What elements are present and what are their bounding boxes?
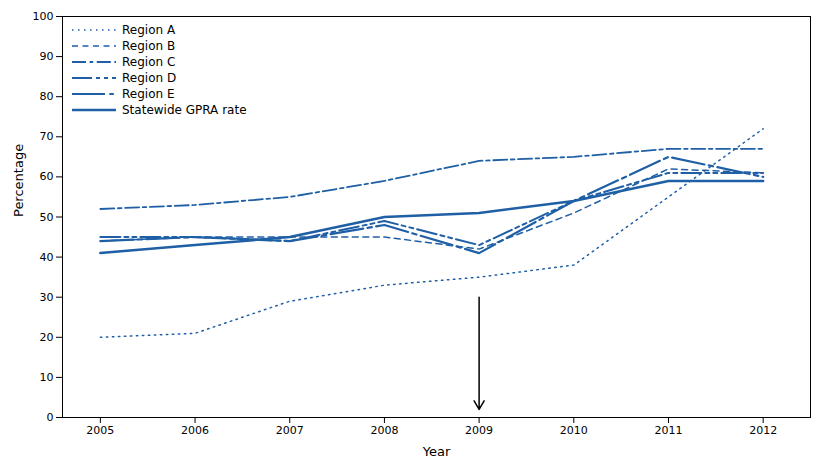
svg-text:80: 80 bbox=[40, 90, 54, 103]
svg-text:2011: 2011 bbox=[654, 424, 682, 437]
svg-text:Percentage: Percentage bbox=[11, 144, 26, 217]
svg-text:40: 40 bbox=[40, 251, 54, 264]
svg-text:30: 30 bbox=[40, 291, 54, 304]
svg-text:20: 20 bbox=[40, 331, 54, 344]
svg-text:2006: 2006 bbox=[181, 424, 209, 437]
svg-text:0: 0 bbox=[47, 411, 54, 424]
svg-text:2005: 2005 bbox=[86, 424, 114, 437]
svg-text:60: 60 bbox=[40, 170, 54, 183]
html-text:Statewide GPRA rate: Statewide GPRA rate bbox=[122, 103, 247, 117]
svg-text:2010: 2010 bbox=[560, 424, 588, 437]
html-text:Region D: Region D bbox=[122, 71, 177, 85]
html-text:Region B: Region B bbox=[122, 39, 176, 53]
svg-text:2008: 2008 bbox=[370, 424, 398, 437]
html-text:Region C: Region C bbox=[122, 55, 176, 69]
svg-text:2007: 2007 bbox=[276, 424, 304, 437]
svg-text:70: 70 bbox=[40, 130, 54, 143]
svg-text:2012: 2012 bbox=[749, 424, 777, 437]
svg-text:2009: 2009 bbox=[465, 424, 493, 437]
html-text:Region E: Region E bbox=[122, 87, 175, 101]
svg-text:90: 90 bbox=[40, 50, 54, 63]
svg-text:100: 100 bbox=[33, 10, 54, 23]
svg-text:10: 10 bbox=[40, 371, 54, 384]
svg-text:Year: Year bbox=[422, 444, 451, 459]
svg-text:50: 50 bbox=[40, 211, 54, 224]
html-text:Region A: Region A bbox=[122, 23, 176, 37]
